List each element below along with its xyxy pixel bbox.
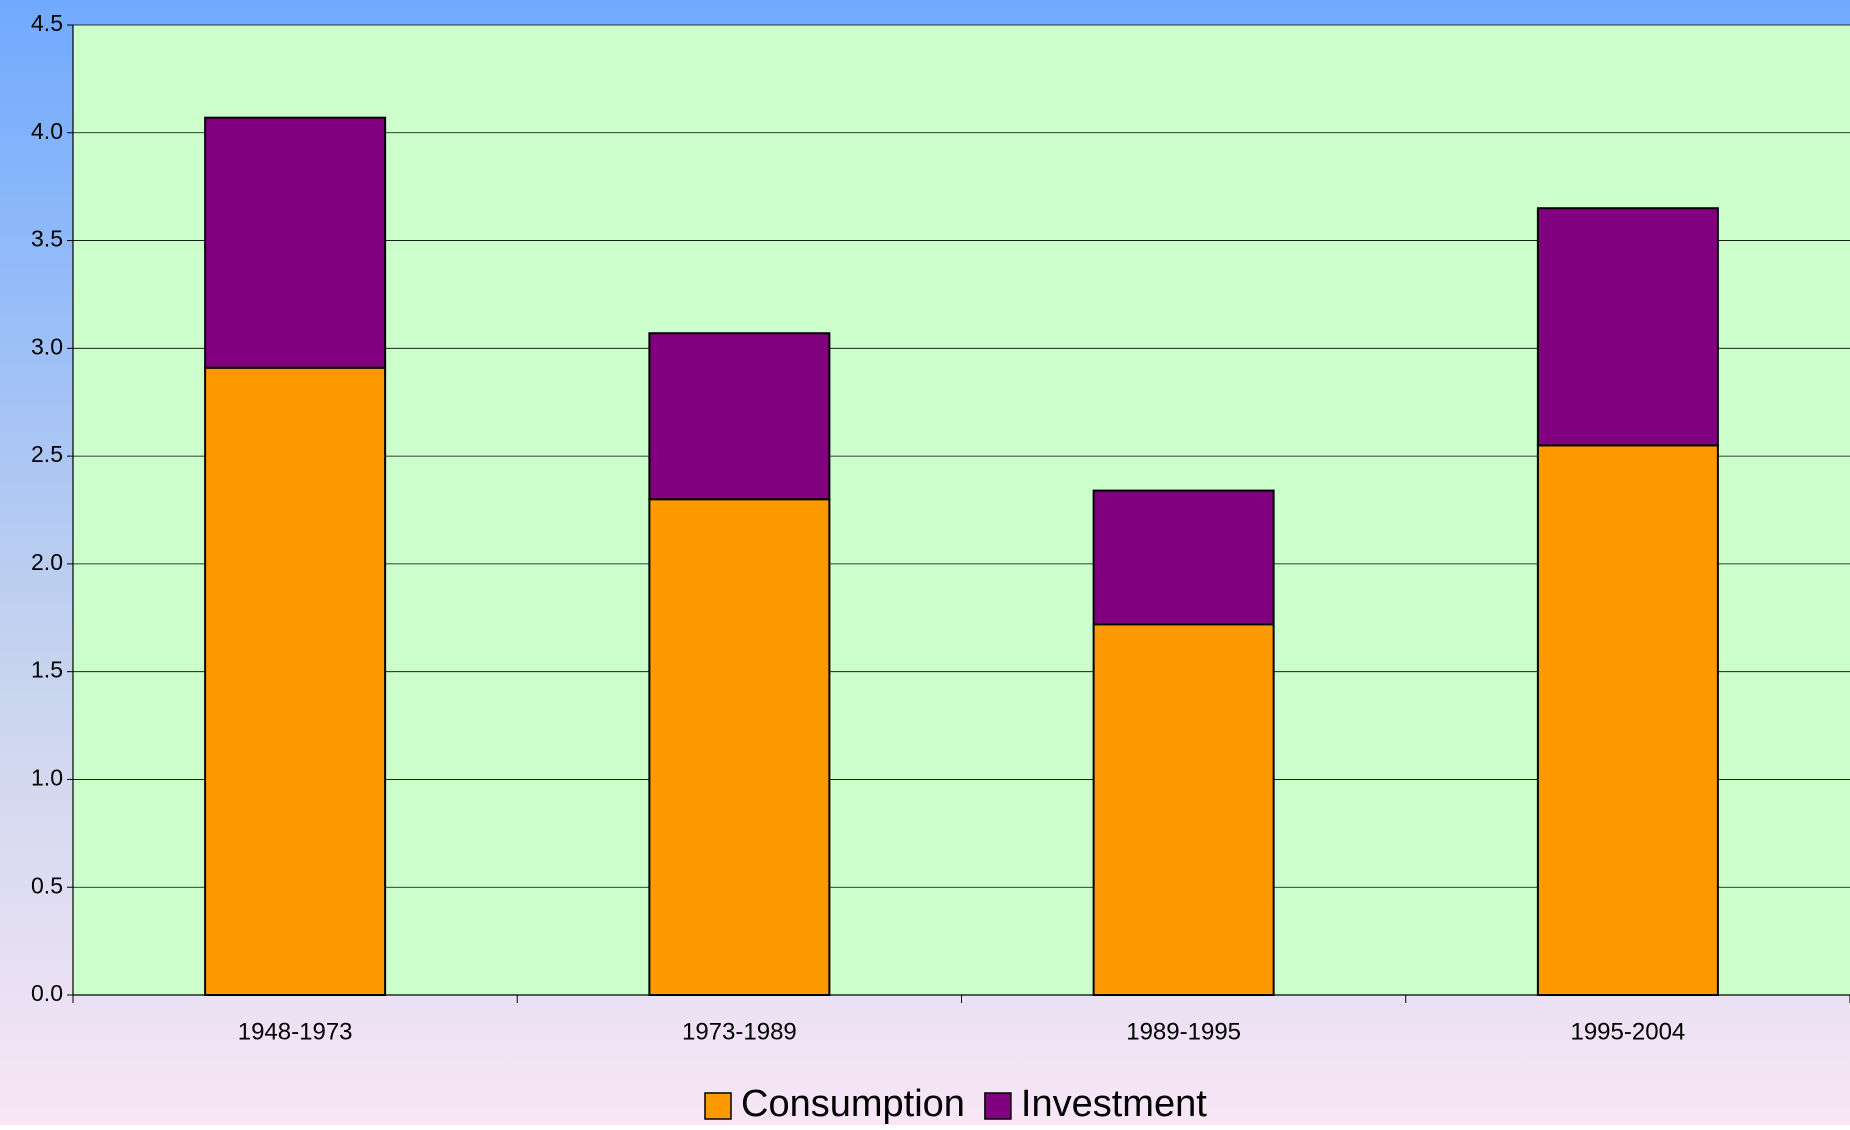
x-tick-label: 1995-2004 (1570, 1018, 1685, 1045)
bar-segment (1536, 207, 1719, 447)
bar-segment (648, 332, 831, 501)
bar-segment (1092, 623, 1275, 996)
y-tick-label: 2.0 (31, 549, 63, 575)
legend-label: Consumption (741, 1083, 965, 1125)
legend-label: Investment (1021, 1083, 1207, 1125)
legend-swatch (984, 1092, 1012, 1120)
bar-segment (204, 116, 387, 369)
bar-segment (1092, 489, 1275, 626)
bar-segment (1536, 444, 1719, 997)
y-tick-label: 4.0 (31, 118, 63, 144)
bar-segment (648, 498, 831, 996)
y-tick-label: 0.0 (31, 980, 63, 1006)
x-tick-label: 1973-1989 (682, 1018, 797, 1045)
y-tick-label: 2.5 (31, 441, 63, 467)
y-tick-label: 3.0 (31, 333, 63, 359)
y-tick-label: 1.5 (31, 657, 63, 683)
legend-swatch (704, 1092, 732, 1120)
y-tick-label: 3.5 (31, 226, 63, 252)
bar-segment (204, 366, 387, 996)
y-tick-label: 4.5 (31, 10, 63, 36)
y-tick-label: 1.0 (31, 765, 63, 791)
x-tick-label: 1989-1995 (1126, 1018, 1241, 1045)
y-tick-label: 0.5 (31, 872, 63, 898)
x-tick-label: 1948-1973 (238, 1018, 353, 1045)
